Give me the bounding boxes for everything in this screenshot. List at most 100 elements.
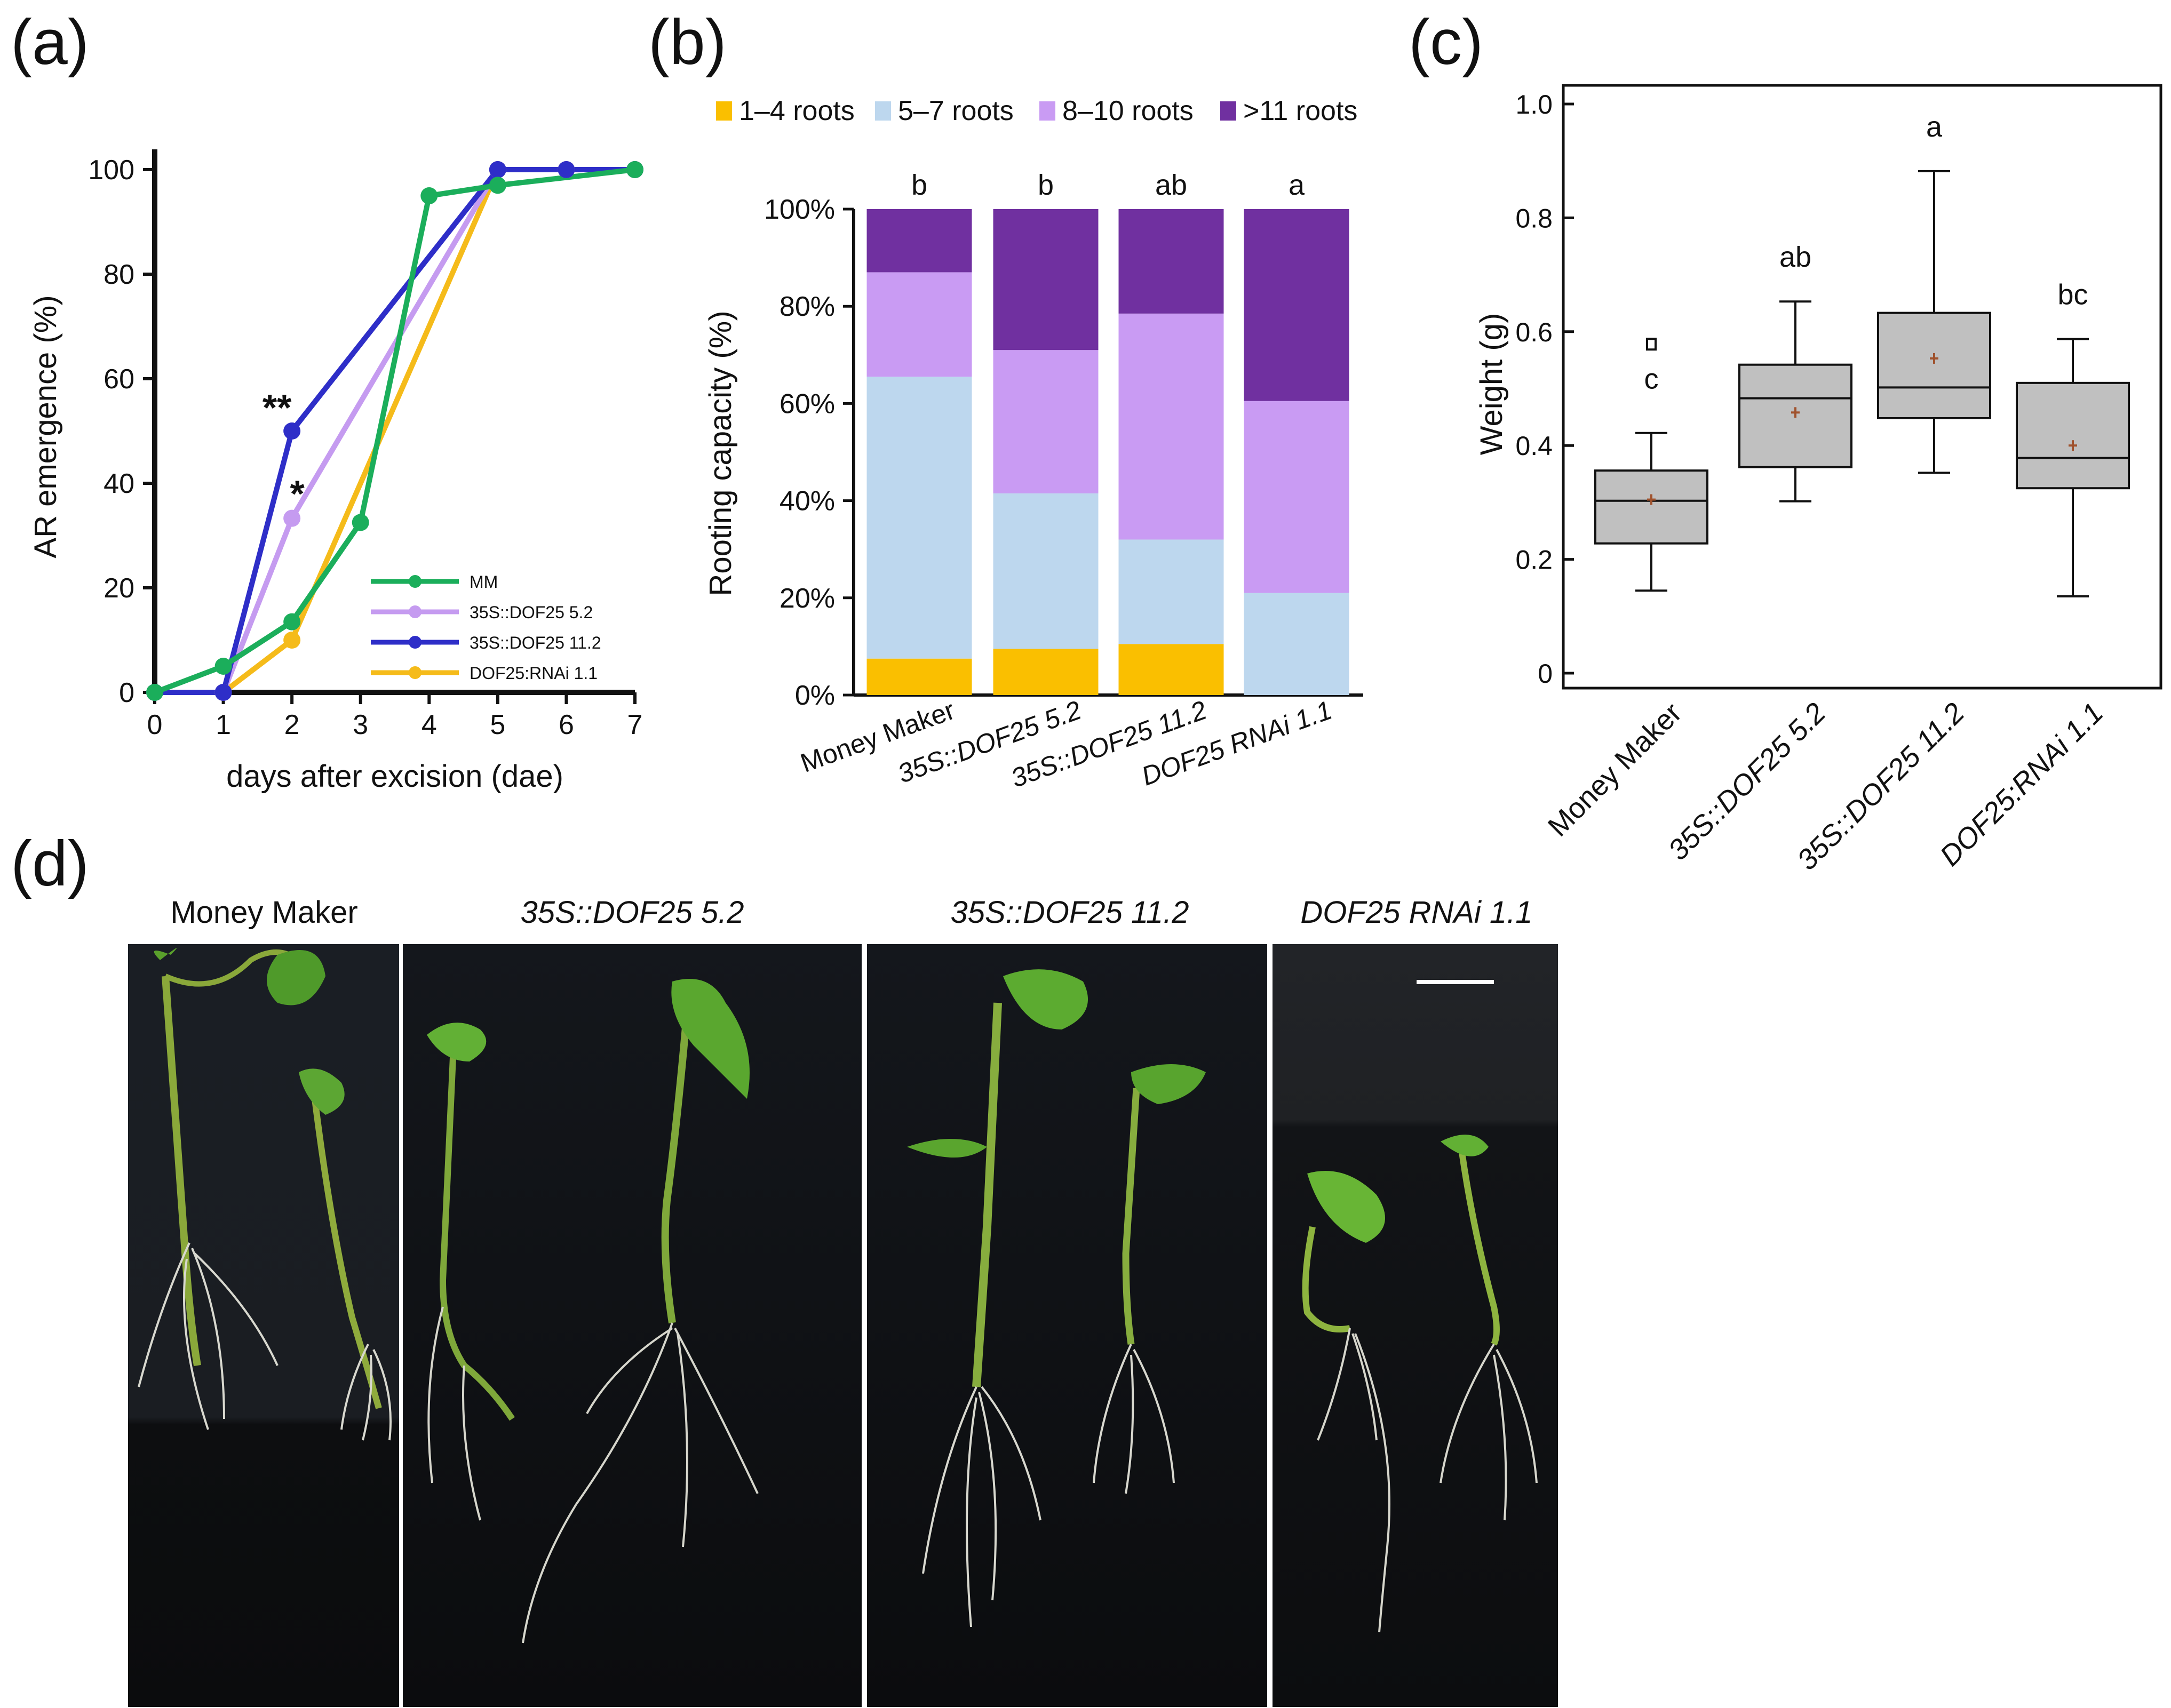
chart-c-y-tick-label: 1.0 (1515, 90, 1553, 119)
chart-b-significance-letter: b (911, 169, 927, 201)
chart-b-y-tick-label: 0% (795, 680, 835, 711)
chart-a-legend-label: DOF25:RNAi 1.1 (470, 664, 598, 683)
chart-a-y-tick-label: 0 (119, 677, 134, 708)
chart-c-category-label: Money Maker (1542, 697, 1688, 843)
chart-b-bar-segment (866, 272, 972, 377)
chart-c-y-tick-label: 0.4 (1515, 431, 1553, 461)
chart-a-point-1 (146, 684, 163, 701)
panel-label-c: (c) (1409, 6, 1483, 78)
photo-panel-d: Money Maker 35S::DOF25 5.2 35S::DOF25 11… (128, 895, 1558, 1707)
scale-bar (1417, 980, 1494, 984)
chart-a-y-tick-label: 80 (104, 259, 134, 290)
chart-a-point-3 (283, 422, 301, 440)
chart-a-legend-marker (409, 666, 422, 679)
chart-a-x-tick-label: 4 (422, 709, 437, 740)
chart-a-y-tick-label: 40 (104, 468, 134, 499)
chart-b-legend: 1–4 roots 5–7 roots 8–10 roots >11 roots (716, 95, 1357, 126)
chart-a-point-3 (214, 684, 232, 701)
chart-c-y-tick-label: 0 (1538, 659, 1553, 689)
chart-b-bar-segment (1244, 593, 1349, 695)
chart-a-point-1 (283, 613, 301, 630)
chart-c-significance-letter: a (1926, 111, 1943, 143)
panel-label-a: (a) (11, 6, 89, 78)
chart-a-legend-marker (409, 575, 422, 588)
chart-b-y-tick-label: 60% (780, 388, 835, 419)
chart-a-point-3 (489, 161, 506, 178)
chart-a-x-tick-label: 1 (216, 709, 231, 740)
chart-a-legend-label: 35S::DOF25 11.2 (470, 633, 601, 652)
chart-b-legend-swatch (1220, 101, 1236, 121)
chart-a-x-tick-label: 0 (147, 709, 163, 740)
chart-c-significance-letter: ab (1779, 241, 1811, 273)
chart-a-annotation: * (290, 473, 305, 515)
chart-b-significance-letter: b (1038, 169, 1054, 201)
chart-b-bar-segment (1118, 313, 1224, 540)
chart-b-bar-segment (866, 209, 972, 273)
chart-b-bar-segment (1118, 644, 1224, 695)
chart-c-box (1594, 469, 1708, 545)
chart-a-y-tick-label: 20 (104, 573, 134, 604)
chart-b-legend-label: 1–4 roots (739, 95, 855, 126)
chart-b-stacked-bar-chart: 1–4 roots 5–7 roots 8–10 roots >11 roots 0%… (703, 95, 1363, 793)
chart-b-y-tick-label: 80% (780, 291, 835, 322)
chart-a-x-tick-label: 3 (353, 709, 368, 740)
chart-b-bar-segment (993, 649, 1099, 695)
chart-a-point-1 (626, 161, 643, 178)
chart-b-significance-letter: ab (1155, 169, 1187, 201)
chart-a-x-tick-label: 7 (627, 709, 643, 740)
chart-c-y-tick-label: 0.2 (1515, 545, 1553, 575)
chart-b-bar-segment (993, 350, 1099, 493)
photo-35s-dof25-11-2 (867, 944, 1267, 1707)
photo-title-dof25-rnai-1-1: DOF25 RNAi 1.1 (1300, 895, 1532, 930)
chart-b-bar-segment (1118, 209, 1224, 314)
chart-c-box (1877, 312, 1991, 419)
chart-a-x-tick-label: 2 (284, 709, 300, 740)
photo-35s-dof25-5-2 (403, 944, 862, 1707)
chart-b-bar-segment (993, 209, 1099, 350)
chart-c-significance-letter: bc (2057, 279, 2088, 311)
chart-b-legend-swatch (716, 101, 732, 121)
chart-b-legend-swatch (1039, 101, 1055, 121)
chart-b-bar-segment (993, 493, 1099, 649)
chart-b-y-tick-label: 100% (764, 194, 835, 225)
chart-b-legend-label: 5–7 roots (898, 95, 1014, 126)
chart-c-ylabel: Weight (g) (1474, 313, 1509, 455)
chart-c-significance-letter: c (1644, 363, 1659, 395)
photo-title-35s-dof25-5-2: 35S::DOF25 5.2 (520, 895, 744, 930)
chart-b-significance-letter: a (1289, 169, 1305, 201)
chart-a-point-1 (214, 658, 232, 675)
chart-a-ylabel: AR emergence (%) (28, 295, 63, 558)
chart-a-point-2 (283, 509, 301, 527)
photo-money-maker (128, 944, 399, 1707)
panel-label-b: (b) (648, 6, 727, 78)
chart-c-outlier (1646, 338, 1657, 351)
chart-a-annotation: ** (263, 387, 292, 428)
chart-b-bar-segment (1244, 209, 1349, 401)
chart-c-plot-frame (1562, 84, 2162, 690)
chart-b-bar-segment (1244, 401, 1349, 593)
chart-b-bar-segment (1118, 539, 1224, 644)
chart-a-point-1 (420, 187, 438, 204)
chart-a-xlabel: days after excision (dae) (226, 759, 563, 794)
photo-title-money-maker: Money Maker (170, 895, 357, 930)
chart-b-legend-label: >11 roots (1243, 95, 1357, 126)
chart-a-series-line-3 (155, 167, 635, 695)
chart-a-point-3 (558, 161, 575, 178)
chart-b-ylabel: Rooting capacity (%) (703, 310, 738, 596)
chart-a-legend-marker (409, 605, 422, 618)
chart-a-legend-label: MM (470, 572, 498, 592)
chart-c-y-tick-label: 0.6 (1515, 317, 1553, 347)
chart-a-point-1 (352, 514, 369, 531)
chart-c-box (2016, 381, 2130, 490)
chart-c-y-tick-label: 0.8 (1515, 203, 1553, 233)
chart-a-point-4 (283, 632, 301, 649)
chart-a-legend-marker (409, 636, 422, 649)
chart-b-bar-segment (866, 377, 972, 659)
chart-a-legend-label: 35S::DOF25 5.2 (470, 603, 593, 622)
chart-b-legend-label: 8–10 roots (1062, 95, 1194, 126)
chart-b-y-tick-label: 20% (780, 583, 835, 614)
